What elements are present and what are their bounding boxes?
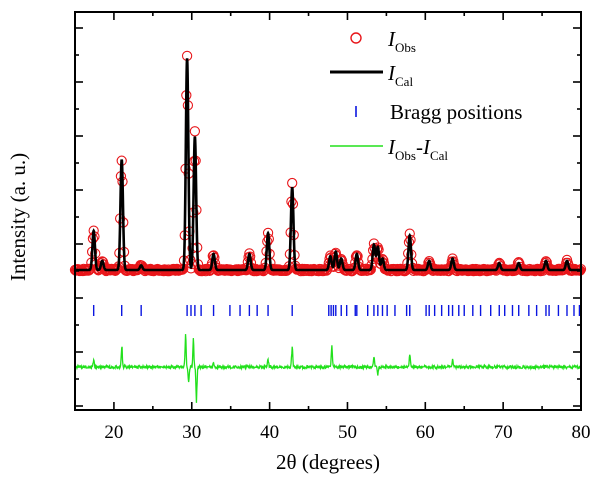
legend-entry-diff: IObs-ICal xyxy=(330,135,448,163)
x-tick-label: 50 xyxy=(338,422,357,443)
observed-points-layer xyxy=(69,50,587,277)
plot-frame xyxy=(74,11,582,411)
observed-point xyxy=(377,253,388,265)
legend-entry-obs: IObs xyxy=(350,27,416,55)
legend: IObs ICal Bragg positions IObs-ICal xyxy=(330,27,522,163)
observed-point xyxy=(287,177,298,189)
y-axis-title: Intensity (a. u.) xyxy=(6,153,30,281)
calculated-curve-layer xyxy=(75,58,581,272)
x-tick-label: 60 xyxy=(416,422,435,443)
x-tick-labels-layer: 20 30 40 50 60 70 80 xyxy=(104,422,590,443)
bragg-ticks-layer xyxy=(92,305,581,316)
legend-entry-bragg: Bragg positions xyxy=(355,100,522,124)
legend-obs-marker xyxy=(350,32,362,44)
legend-entry-cal: ICal xyxy=(330,61,413,89)
x-tick-label: 20 xyxy=(104,422,123,443)
observed-point xyxy=(189,126,201,137)
difference-curve xyxy=(74,334,582,403)
legend-diff-label: IObs-ICal xyxy=(387,135,448,163)
observed-point xyxy=(513,256,524,268)
legend-cal-label: ICal xyxy=(387,61,413,89)
legend-bragg-label: Bragg positions xyxy=(390,100,522,124)
x-tick-label: 70 xyxy=(494,422,513,443)
axis-ticks-layer xyxy=(74,12,582,410)
legend-obs-label: IObs xyxy=(387,27,416,55)
difference-curve-layer xyxy=(74,334,582,403)
x-tick-label: 80 xyxy=(572,422,591,443)
calculated-curve xyxy=(75,58,581,272)
x-axis-title: 2θ (degrees) xyxy=(276,450,380,474)
x-tick-label: 40 xyxy=(260,422,279,443)
x-tick-label: 30 xyxy=(182,422,201,443)
